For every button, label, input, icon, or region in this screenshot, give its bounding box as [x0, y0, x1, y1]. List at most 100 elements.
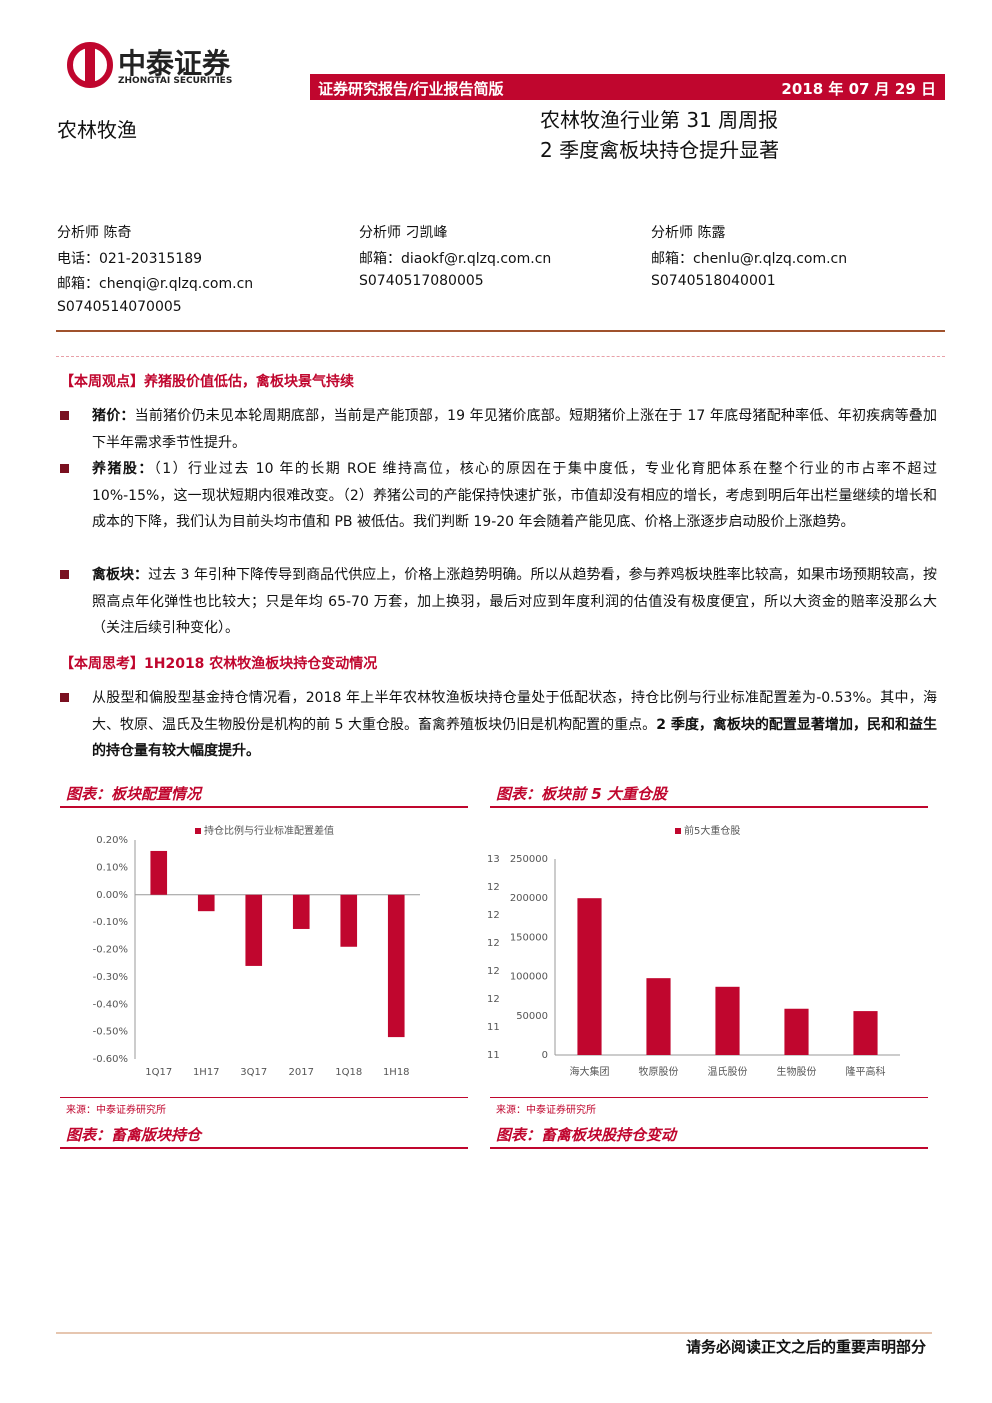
subtitle: 2 季度禽板块持仓提升显著	[540, 138, 780, 162]
report-type: 证券研究报告/行业报告简版	[318, 80, 504, 98]
y-tick-label: -0.50%	[93, 1027, 128, 1038]
analyst-line: 邮箱：chenlu@r.qlzq.com.cn	[651, 250, 848, 267]
date: 2018 年 07 月 29 日	[781, 80, 936, 98]
y2-tick-label: 13	[487, 854, 500, 865]
y-tick-label: -0.10%	[93, 917, 128, 928]
rule	[490, 1097, 928, 1098]
bullet	[60, 693, 69, 702]
bar	[150, 850, 168, 895]
bar	[387, 894, 405, 1038]
rule	[56, 330, 945, 332]
bullet	[60, 570, 69, 579]
chart: 0.20% 0.10% 0.00% -0.10% -0.20% -0.30% -0.40% -…	[93, 824, 420, 1078]
x-tick-label: 1H17	[193, 1067, 220, 1078]
logo-name: 中泰证券	[118, 47, 231, 80]
header-bar	[310, 74, 945, 100]
paragraph: 从股型和偏股型基金持仓情况看，2018 年上半年农林牧渔板块持仓量处于低配状态，…	[92, 685, 937, 765]
bar	[245, 894, 263, 966]
sector: 农林牧渔	[57, 118, 137, 142]
bar	[340, 894, 358, 947]
bullet-text: 过去 3 年引种下降传导到商品代供应上，价格上涨趋势明确。所以从趋势看，参与养鸡…	[92, 567, 938, 636]
figure-title: 图表：畜禽板块股持仓变动	[490, 1123, 928, 1149]
bar	[646, 978, 671, 1055]
analyst-line: 分析师 陈奇	[57, 225, 132, 241]
y-tick-label: 0.00%	[96, 890, 128, 901]
analyst-line: 分析师 陈露	[651, 225, 726, 241]
y2-tick-label: 12	[487, 966, 500, 977]
x-tick-label: 2017	[289, 1067, 314, 1078]
bullet-text: 当前猪价仍未见本轮周期底部，当前是产能顶部，19 年见猪价底部。短期猪价上涨在于…	[92, 408, 937, 451]
bullet-text: （1）行业过去 10 年的长期 ROE 维持高位，核心的原因在于集中度低，专业化…	[92, 461, 938, 530]
legend-label: 前5大重仓股	[684, 824, 740, 837]
bar	[197, 894, 215, 912]
bullet-label: 禽板块：	[92, 567, 149, 583]
analyst-line: 邮箱：chenqi@r.qlzq.com.cn	[57, 276, 254, 292]
analyst-line: 邮箱：diaokf@r.qlzq.com.cn	[359, 250, 552, 267]
title: 农林牧渔行业第 31 周周报	[540, 108, 779, 132]
section-heading: 【本周观点】养猪股价值低估，禽板块景气持续	[60, 374, 354, 390]
x-tick-label: 海大集团	[570, 1065, 610, 1078]
paragraph: 猪价：当前猪价仍未见本轮周期底部，当前是产能顶部，19 年见猪价底部。短期猪价上…	[92, 403, 937, 456]
chart: 0 50000 100000 150000 200000 250000 13 12 12 12 12…	[487, 824, 900, 1078]
logo-mark	[67, 42, 113, 88]
figure-title: 图表：板块前 5 大重仓股	[490, 782, 928, 808]
y-tick-label: -0.30%	[93, 972, 128, 983]
y-tick-label: 50000	[516, 1011, 548, 1022]
bullet-label: 猪价：	[92, 408, 135, 424]
legend-swatch	[195, 828, 201, 834]
bold-text: 2 季度，禽板块的配置显著增加，民和和益生的持仓量有较大幅度提升。	[92, 716, 937, 760]
footer-rule	[56, 1332, 932, 1334]
x-tick-label: 1Q18	[335, 1067, 362, 1078]
paragraph: 禽板块：过去 3 年引种下降传导到商品代供应上，价格上涨趋势明确。所以从趋势看，…	[92, 562, 937, 642]
y2-tick-label: 12	[487, 882, 500, 893]
bullet-label: 养猪股：	[92, 461, 154, 477]
bar	[853, 1011, 878, 1055]
analyst-line: S0740514070005	[57, 298, 182, 315]
x-tick-label: 1Q17	[145, 1067, 172, 1078]
source: 来源：中泰证券研究所	[66, 1105, 166, 1116]
x-tick-label: 3Q17	[240, 1067, 267, 1078]
logo-en: ZHONGTAI SECURITIES	[118, 76, 233, 86]
analyst-line: S0740517080005	[359, 273, 484, 289]
y2-tick-label: 11	[487, 1050, 500, 1061]
analyst-line: 电话：021-20315189	[57, 250, 203, 267]
y-tick-label: 250000	[510, 854, 548, 865]
x-tick-label: 牧原股份	[639, 1065, 679, 1078]
analyst-line: S0740518040001	[651, 273, 776, 289]
bar	[292, 894, 310, 929]
y-tick-label: -0.60%	[93, 1054, 128, 1065]
legend-swatch	[675, 828, 681, 834]
legend-label: 持仓比例与行业标准配置差值	[204, 824, 334, 837]
rule-dashed	[56, 356, 945, 357]
y2-tick-label: 12	[487, 994, 500, 1005]
bullet	[60, 464, 69, 473]
footer: 请务必阅读正文之后的重要声明部分	[685, 1338, 926, 1356]
x-tick-label: 温氏股份	[708, 1066, 748, 1078]
y-tick-label: 150000	[510, 932, 548, 943]
source: 来源：中泰证券研究所	[496, 1105, 596, 1116]
bar	[784, 1008, 809, 1055]
analyst-line: 分析师 刁凯峰	[359, 225, 448, 241]
y-tick-label: 0.20%	[96, 835, 128, 846]
figure-title: 图表：板块配置情况	[60, 782, 468, 808]
y-tick-label: -0.40%	[93, 999, 128, 1010]
y2-tick-label: 11	[487, 1022, 500, 1033]
section-heading: 【本周思考】1H2018 农林牧渔板块持仓变动情况	[60, 656, 378, 672]
y-tick-label: 0.10%	[96, 862, 128, 873]
rule	[60, 1097, 468, 1098]
y-tick-label: 0	[542, 1050, 548, 1061]
paragraph: 养猪股：（1）行业过去 10 年的长期 ROE 维持高位，核心的原因在于集中度低…	[92, 456, 937, 536]
bullet	[60, 411, 69, 420]
figure-title: 图表：畜禽版块持仓	[60, 1123, 468, 1149]
bar	[715, 986, 740, 1055]
y-tick-label: -0.20%	[93, 945, 128, 956]
y2-tick-label: 12	[487, 938, 500, 949]
bar	[577, 898, 602, 1055]
x-tick-label: 隆平高科	[846, 1065, 886, 1078]
text: 从股型和偏股型基金持仓情况看，2018 年上半年农林牧渔板块持仓量处于低配状态，…	[92, 690, 937, 733]
y2-tick-label: 12	[487, 910, 500, 921]
y-tick-label: 200000	[510, 893, 548, 904]
x-tick-label: 1H18	[383, 1067, 410, 1078]
y-tick-label: 100000	[510, 972, 548, 983]
